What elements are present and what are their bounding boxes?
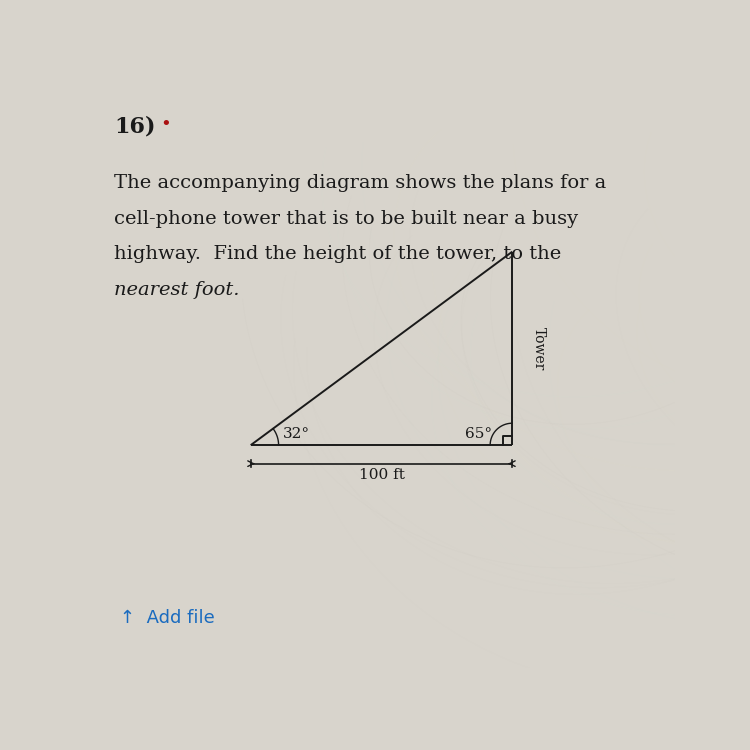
Text: ↑  Add file: ↑ Add file	[120, 609, 214, 627]
Text: 16): 16)	[114, 116, 155, 138]
Text: highway.  Find the height of the tower, to the: highway. Find the height of the tower, t…	[114, 245, 561, 263]
Text: cell-phone tower that is to be built near a busy: cell-phone tower that is to be built nea…	[114, 209, 578, 227]
Text: 100 ft: 100 ft	[358, 468, 404, 482]
Text: 32°: 32°	[283, 427, 310, 440]
Text: nearest foot.: nearest foot.	[114, 281, 239, 299]
Text: •: •	[160, 115, 171, 133]
Text: 65°: 65°	[464, 427, 492, 440]
Text: The accompanying diagram shows the plans for a: The accompanying diagram shows the plans…	[114, 174, 606, 192]
Text: Tower: Tower	[532, 327, 545, 370]
